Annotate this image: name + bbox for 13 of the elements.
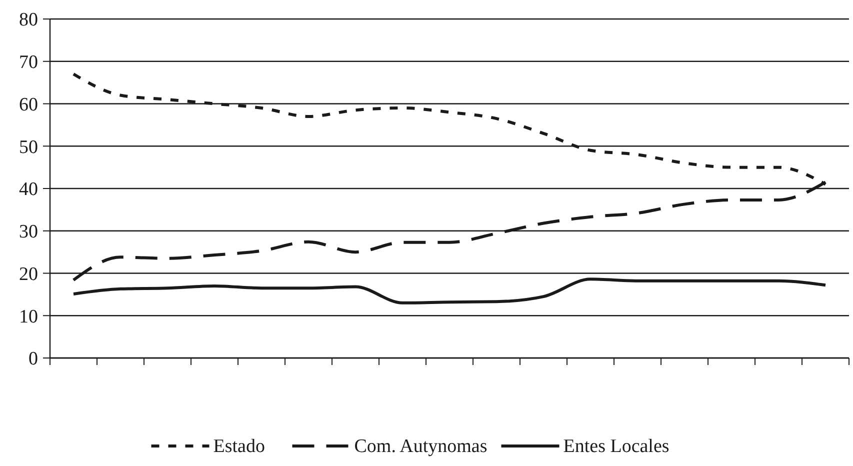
y-tick-label: 20 xyxy=(19,264,38,285)
y-tick-label: 70 xyxy=(19,52,38,74)
y-tick-label: 10 xyxy=(19,306,38,328)
legend-label: Entes Locales xyxy=(563,436,670,457)
y-tick-label: 30 xyxy=(19,222,38,243)
y-tick-label: 60 xyxy=(19,94,38,116)
line-series xyxy=(72,278,827,304)
y-tick-label: 80 xyxy=(19,10,38,31)
y-tick-label: 40 xyxy=(19,179,38,200)
y-tick-label: 50 xyxy=(19,136,38,158)
legend-label: Estado xyxy=(213,436,265,457)
y-tick-label: 0 xyxy=(28,348,38,370)
legend-label: Com. Autynomas xyxy=(354,436,488,457)
